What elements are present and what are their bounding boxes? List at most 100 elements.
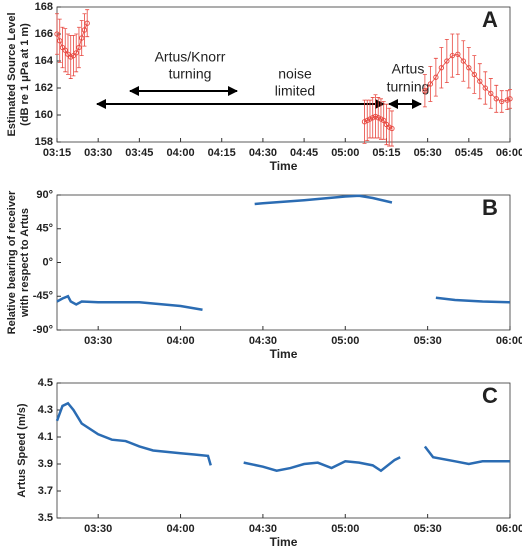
data-point [427,81,434,87]
data-point [367,116,373,122]
data-point [422,88,428,94]
plot-frame [56,382,511,519]
data-point [73,50,79,56]
error-bar [82,13,87,47]
series-line [435,296,511,304]
x-tick-label: 06:00 [496,335,522,347]
panel-label: C [482,383,498,408]
error-bar [79,20,84,56]
data-point [471,71,477,78]
error-bar [494,84,499,113]
error-bar [455,33,460,75]
panel-label: B [482,195,498,220]
x-tick-label: 04:00 [166,523,194,535]
data-point [438,65,445,71]
x-tick-label: 05:30 [414,523,442,535]
error-bar [466,47,471,89]
error-bar [433,57,438,97]
data-point [378,116,384,122]
x-tick-label: 04:00 [166,147,194,159]
x-tick-label: 05:15 [372,147,400,159]
error-bar [60,26,65,69]
error-bar [74,33,79,73]
annotation: turning [169,66,212,82]
data-point [477,78,483,84]
annotation: limited [275,83,315,99]
y-axis-label: (dB re 1 μPa at 1 m) [19,23,31,126]
annotation: turning [387,79,430,95]
y-tick-label: 3.7 [38,485,53,497]
y-tick-label: 4.5 [38,377,53,389]
y-tick-label: -45° [33,290,53,302]
y-tick-label: -90° [33,324,53,336]
x-tick-label: 06:00 [496,147,522,159]
y-axis-label: Relative bearing of receiver [6,190,18,334]
y-tick-label: 3.9 [38,458,53,470]
x-tick-label: 05:00 [331,147,359,159]
data-point [504,97,510,103]
error-bar [483,71,488,105]
data-point [70,52,77,59]
data-point [375,115,381,121]
y-axis-label: Artus Speed (m/s) [16,403,28,497]
annotation: Artus [392,61,425,77]
error-bar [55,13,59,55]
data-point [364,117,370,124]
data-point [507,96,513,102]
data-point [65,51,71,57]
series-line [56,23,88,58]
error-bar [422,74,427,108]
x-tick-label: 04:30 [249,335,277,347]
error-bar [472,55,477,94]
error-bar [65,33,70,75]
series-line [243,456,401,473]
annotation: Artus/Knorr [155,49,226,65]
error-bar [428,66,433,102]
error-bar [85,9,90,38]
y-tick-label: 168 [35,1,53,13]
error-bar [389,110,394,147]
series-line [254,194,393,206]
x-tick-label: 03:45 [125,147,153,159]
y-axis-label: with respect to Artus [19,208,31,318]
data-point [455,51,461,57]
data-point [372,113,379,120]
y-tick-label: 162 [35,82,53,94]
error-bar [488,78,493,109]
data-point [386,124,392,130]
error-bar [499,90,504,113]
error-bar [76,26,81,69]
data-point [383,121,390,128]
error-bar [505,90,510,110]
data-point [482,85,488,91]
x-tick-label: 05:00 [331,335,359,347]
error-bar [477,63,482,100]
data-point [62,47,68,53]
series-line [55,401,212,466]
data-point [466,65,472,71]
series-line [56,294,203,311]
x-tick-label: 05:45 [455,147,483,159]
error-bar [450,33,455,78]
x-tick-label: 04:00 [166,335,194,347]
data-point [389,125,395,132]
error-bar [508,88,512,109]
series-line [423,445,510,466]
plot-frame [56,6,511,143]
data-point [493,96,499,102]
error-bar [444,39,449,83]
data-point [488,90,494,97]
x-tick-label: 05:00 [331,523,359,535]
annotation: noise [278,66,312,82]
y-tick-label: 158 [35,136,53,148]
data-point [361,119,368,125]
y-tick-label: 3.5 [38,512,53,524]
x-axis-label: Time [270,535,298,549]
data-point [81,27,88,33]
error-bar [439,47,444,89]
error-bar [376,97,381,139]
data-point [76,44,82,51]
x-axis-label: Time [270,347,298,361]
data-point [57,38,63,44]
